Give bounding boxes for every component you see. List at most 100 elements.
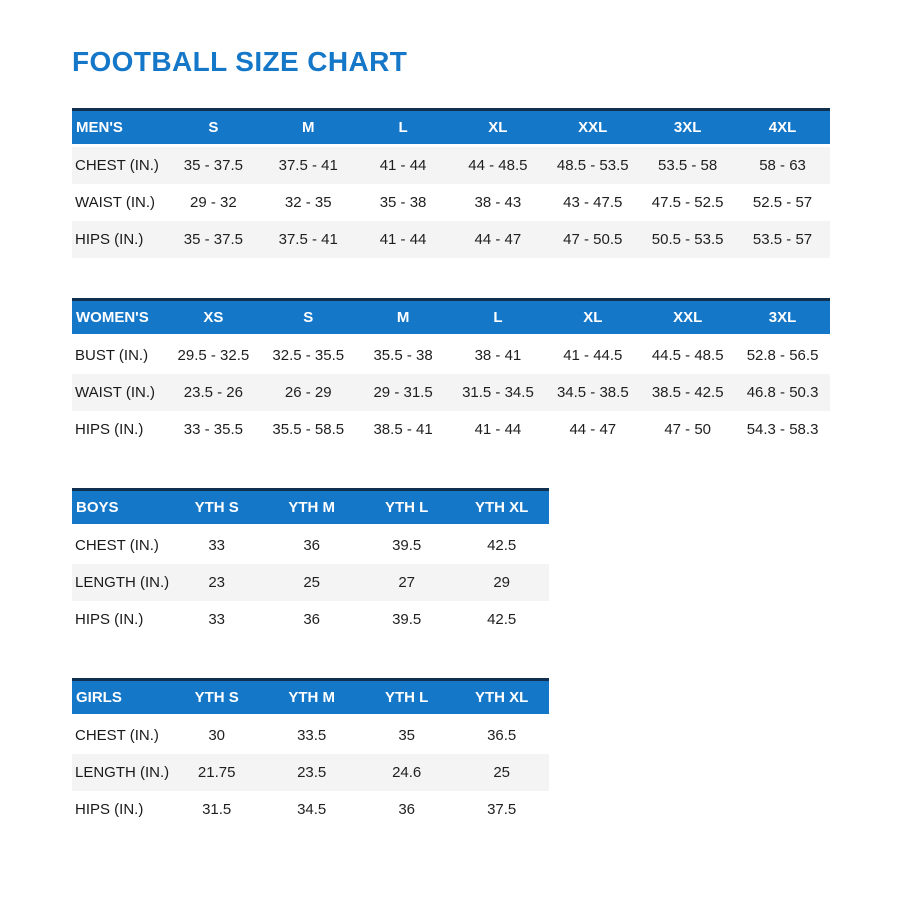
- table-row: CHEST (IN.) 30 33.5 35 36.5: [72, 714, 550, 755]
- size-value-cell: 33 - 35.5: [183, 421, 243, 439]
- table-row: HIPS (IN.) 33 - 35.5 35.5 - 58.5 38.5 - 41 4…: [72, 411, 830, 448]
- size-value-cell: 23.5: [264, 754, 360, 792]
- size-value-cell: 38.5 - 42.5: [640, 374, 736, 412]
- size-value-cell: 32 - 35: [284, 194, 332, 212]
- size-value-cell: 39.5: [359, 524, 455, 565]
- size-value-cell: 23: [169, 564, 265, 602]
- row-label: WAIST (IN.): [75, 194, 155, 212]
- size-value-cell: 38.5 - 41: [373, 421, 433, 439]
- row-label: BUST (IN.): [72, 334, 166, 375]
- header-row-womens: WOMEN'S XS S M L XL XXL 3XL: [72, 298, 830, 337]
- size-table-mens: MEN'S S M L XL XXL 3XL 4XL CHEST (IN.) 35 - 37.5 3…: [72, 108, 830, 259]
- size-value-cell: 35: [359, 714, 455, 755]
- size-value-cell: 41 - 44: [474, 421, 522, 439]
- table-title-cell-girls: GIRLS: [72, 678, 170, 717]
- size-header-cell: XXL: [640, 298, 736, 337]
- row-label: CHEST (IN.): [72, 524, 170, 565]
- size-value-cell: 35 - 37.5: [165, 144, 261, 185]
- table-title-cell-boys: BOYS: [72, 488, 170, 527]
- size-table-girls: GIRLS YTH S YTH M YTH L YTH XL CHEST (IN.) 30 3…: [72, 678, 550, 828]
- size-value-cell: 26 - 29: [260, 374, 356, 412]
- size-value-cell: 35 - 38: [379, 194, 427, 212]
- size-value-cell: 53.5 - 57: [735, 221, 830, 259]
- size-header-cell: S: [165, 108, 261, 147]
- table-row: WAIST (IN.) 23.5 - 26 26 - 29 29 - 31.5 31.5…: [72, 374, 830, 412]
- size-header-cell: L: [355, 108, 451, 147]
- size-value-cell: 52.8 - 56.5: [735, 334, 830, 375]
- size-value-cell: 30: [169, 714, 265, 755]
- row-label: LENGTH (IN.): [72, 564, 170, 602]
- size-value-cell: 41 - 44: [355, 144, 451, 185]
- size-value-cell: 25: [454, 754, 550, 792]
- size-value-cell: 35 - 37.5: [165, 221, 261, 259]
- size-value-cell: 36.5: [454, 714, 550, 755]
- size-value-cell: 41 - 44.5: [545, 334, 641, 375]
- size-value-cell: 46.8 - 50.3: [735, 374, 830, 412]
- row-label: HIPS (IN.): [75, 611, 144, 629]
- header-row-girls: GIRLS YTH S YTH M YTH L YTH XL: [72, 678, 550, 717]
- header-row-boys: BOYS YTH S YTH M YTH L YTH XL: [72, 488, 550, 527]
- size-value-cell: 31.5: [202, 801, 232, 819]
- size-value-cell: 32.5 - 35.5: [260, 334, 356, 375]
- size-value-cell: 47.5 - 52.5: [651, 194, 724, 212]
- size-table-womens: WOMEN'S XS S M L XL XXL 3XL BUST (IN.) 29.5 - 32.…: [72, 298, 830, 448]
- size-header-cell: YTH S: [169, 678, 265, 717]
- size-header-cell: YTH M: [264, 488, 360, 527]
- size-header-cell: XXL: [545, 108, 641, 147]
- size-table-boys: BOYS YTH S YTH M YTH L YTH XL CHEST (IN.) 33 36…: [72, 488, 550, 638]
- size-value-cell: 42.5: [487, 611, 517, 629]
- size-value-cell: 44 - 47: [450, 221, 546, 259]
- size-value-cell: 27: [359, 564, 455, 602]
- size-header-cell: YTH XL: [454, 488, 550, 527]
- size-header-cell: M: [260, 108, 356, 147]
- row-label: WAIST (IN.): [72, 374, 166, 412]
- size-value-cell: 53.5 - 58: [640, 144, 736, 185]
- table-row: CHEST (IN.) 33 36 39.5 42.5: [72, 524, 550, 565]
- size-value-cell: 44.5 - 48.5: [640, 334, 736, 375]
- size-value-cell: 34.5: [297, 801, 327, 819]
- size-header-cell: YTH L: [359, 678, 455, 717]
- size-value-cell: 50.5 - 53.5: [640, 221, 736, 259]
- size-value-cell: 58 - 63: [735, 144, 830, 185]
- table-title-cell-mens: MEN'S: [72, 108, 166, 147]
- size-value-cell: 43 - 47.5: [563, 194, 623, 212]
- size-value-cell: 24.6: [359, 754, 455, 792]
- size-value-cell: 36: [303, 611, 321, 629]
- size-value-cell: 33.5: [264, 714, 360, 755]
- size-value-cell: 35.5 - 58.5: [272, 421, 345, 439]
- size-header-cell: 4XL: [735, 108, 830, 147]
- size-value-cell: 36: [264, 524, 360, 565]
- row-label: LENGTH (IN.): [72, 754, 170, 792]
- table-row: LENGTH (IN.) 23 25 27 29: [72, 564, 550, 602]
- size-value-cell: 37.5 - 41: [260, 144, 356, 185]
- size-value-cell: 42.5: [454, 524, 550, 565]
- size-value-cell: 35.5 - 38: [355, 334, 451, 375]
- size-value-cell: 33: [169, 524, 265, 565]
- size-header-cell: 3XL: [735, 298, 830, 337]
- size-value-cell: 38 - 41: [450, 334, 546, 375]
- header-row-mens: MEN'S S M L XL XXL 3XL 4XL: [72, 108, 830, 147]
- size-value-cell: 37.5: [487, 801, 517, 819]
- size-header-cell: YTH S: [169, 488, 265, 527]
- table-row: LENGTH (IN.) 21.75 23.5 24.6 25: [72, 754, 550, 792]
- size-value-cell: 47 - 50.5: [545, 221, 641, 259]
- size-header-cell: XL: [545, 298, 641, 337]
- row-label: CHEST (IN.): [72, 714, 170, 755]
- size-value-cell: 44 - 47: [569, 421, 617, 439]
- size-header-cell: 3XL: [640, 108, 736, 147]
- size-value-cell: 47 - 50: [664, 421, 712, 439]
- size-header-cell: YTH M: [264, 678, 360, 717]
- size-value-cell: 29.5 - 32.5: [165, 334, 261, 375]
- size-value-cell: 29 - 31.5: [355, 374, 451, 412]
- size-value-cell: 48.5 - 53.5: [545, 144, 641, 185]
- size-value-cell: 29: [454, 564, 550, 602]
- table-row: HIPS (IN.) 33 36 39.5 42.5: [72, 601, 549, 638]
- size-value-cell: 25: [264, 564, 360, 602]
- size-value-cell: 38 - 43: [474, 194, 522, 212]
- size-value-cell: 36: [398, 801, 416, 819]
- size-value-cell: 34.5 - 38.5: [545, 374, 641, 412]
- page-title: FOOTBALL SIZE CHART: [72, 46, 408, 77]
- size-header-cell: S: [260, 298, 356, 337]
- tables-container: MEN'S S M L XL XXL 3XL 4XL CHEST (IN.) 35 - 37.5 3…: [72, 108, 830, 828]
